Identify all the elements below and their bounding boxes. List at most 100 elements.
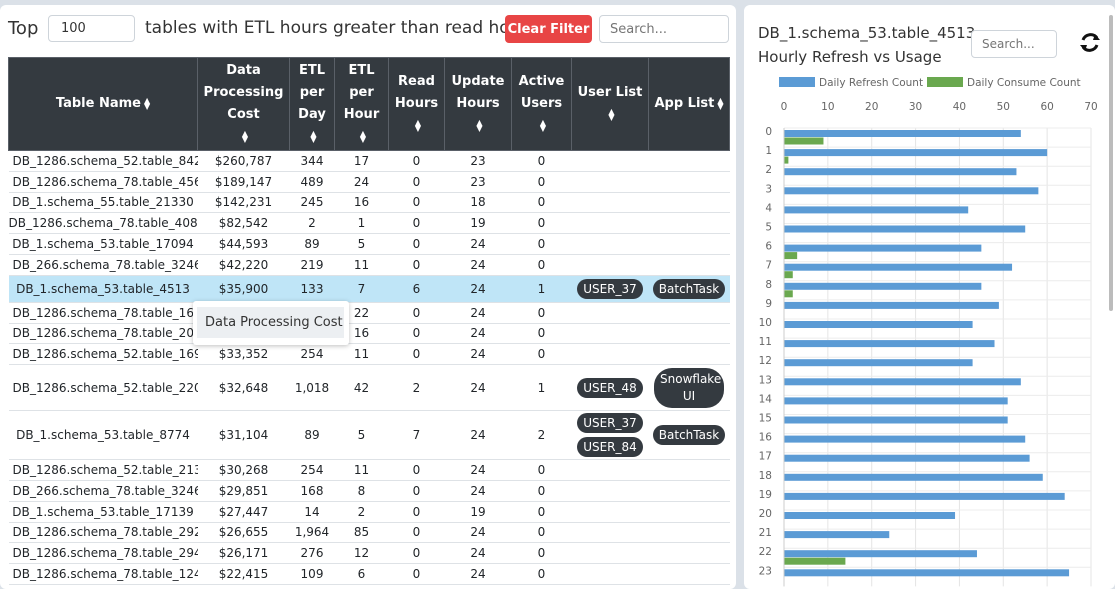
refresh-icon[interactable] (1077, 29, 1103, 57)
table-row[interactable]: DB_1286.schema_52.table_8427 $260,787 344 1… (8, 150, 730, 172)
clear-filter-button[interactable]: Clear Filter (505, 15, 592, 43)
bar (784, 252, 798, 260)
sort-icon[interactable]: ▲ ▼ (539, 117, 547, 133)
header-table-name[interactable]: Table Name ▲ ▼ (8, 57, 198, 151)
bar (784, 492, 1065, 500)
cell-cost: $42,220 (197, 254, 290, 276)
app-badge[interactable]: BatchTask (652, 425, 726, 446)
table-row[interactable]: DB_266.schema_78.table_32460 $29,851 168 8 0… (8, 480, 730, 502)
table-row[interactable]: DB_1286.schema_78.table_29419 $26,171 276 1… (8, 542, 730, 565)
cell-etl-day: 219 (289, 254, 335, 276)
cell-user-list (571, 522, 649, 544)
user-badge[interactable]: USER_84 (577, 437, 643, 458)
cell-update: 23 (444, 171, 512, 193)
cell-name: DB_1286.schema_78.table_16649 (8, 302, 198, 324)
cell-update: 24 (444, 410, 512, 461)
app-badge[interactable]: BatchTask (652, 278, 726, 299)
header-update-hours[interactable]: Update Hours ▲ ▼ (444, 57, 512, 151)
cell-users: 0 (511, 480, 572, 502)
header-etl-per-day[interactable]: ETL per Day ▲ ▼ (289, 57, 335, 151)
column-label: Update Hours (451, 74, 505, 111)
cell-users: 0 (511, 302, 572, 324)
sort-icon[interactable]: ▲ ▼ (476, 117, 483, 133)
y-tick-label: 3 (765, 183, 772, 195)
bar (784, 321, 973, 328)
scrollbar-thumb[interactable] (1109, 15, 1113, 311)
cell-app-list (648, 254, 730, 276)
user-badge[interactable]: USER_37 (577, 413, 643, 434)
table-row[interactable]: DB_1.schema_53.table_4513 $35,900 133 7 6 24 1… (8, 275, 730, 303)
table-row[interactable]: DB_1286.schema_78.table_408 $82,542 2 1 0 19 0 (8, 212, 730, 235)
cell-read: 0 (388, 459, 445, 481)
legend-label: Daily Consume Count (967, 77, 1081, 89)
sort-icon[interactable]: ▲ ▼ (608, 106, 615, 122)
table-row[interactable]: DB_1286.schema_78.table_16649 22 0 24 0 (8, 302, 730, 324)
table-search-input[interactable] (599, 15, 729, 43)
user-badge[interactable]: USER_37 (577, 278, 643, 299)
app-badge[interactable]: Snowflake UI (654, 367, 724, 408)
cell-etl-hour: 12 (334, 542, 389, 565)
table-row[interactable]: DB_1286.schema_78.table_20985 16 0 24 0 (8, 323, 730, 345)
sort-icon[interactable]: ▲ ▼ (717, 95, 724, 111)
cell-etl-hour: 16 (334, 192, 389, 214)
legend-swatch (927, 77, 963, 87)
top-label: Top (8, 18, 39, 39)
bar (784, 454, 1030, 462)
cell-read: 0 (388, 542, 445, 565)
cell-user-list: USER_37 USER_84 (571, 410, 649, 461)
chart-search-input[interactable] (971, 30, 1057, 58)
column-label: User List (577, 85, 643, 100)
sort-icon[interactable]: ▲ ▼ (359, 128, 367, 144)
cell-user-list: USER_48 (571, 364, 649, 412)
table-row[interactable]: DB_266.schema_78.table_32461 $42,220 219 11… (8, 254, 730, 276)
panel-scrollbar[interactable] (1108, 5, 1115, 589)
bar (784, 397, 1008, 405)
cell-update: 24 (444, 459, 512, 481)
x-tick-label: 60 (1040, 101, 1053, 113)
cell-user-list (571, 233, 649, 255)
table-row[interactable]: DB_1286.schema_78.table_29271 $26,655 1,96… (8, 522, 730, 544)
table-row[interactable]: DB_1.schema_55.table_21330 $142,231 245 16 0… (8, 192, 730, 214)
sort-icon[interactable]: ▲ ▼ (414, 117, 422, 133)
header-active-users[interactable]: Active Users ▲ ▼ (511, 57, 572, 151)
y-tick-label: 5 (765, 222, 772, 234)
cell-etl-hour: 24 (334, 171, 389, 193)
user-badge[interactable]: USER_48 (577, 377, 643, 398)
cell-app-list (648, 192, 730, 214)
header-read-hours[interactable]: Read Hours ▲ ▼ (388, 57, 445, 151)
selected-table-name: DB_1.schema_53.table_4513 (758, 24, 976, 42)
cell-etl-day: 168 (289, 480, 335, 502)
cell-etl-day: 1,964 (289, 522, 335, 544)
table-row[interactable]: DB_1.schema_53.table_8774 $31,104 89 5 7 24 2 U… (8, 410, 730, 461)
header-data-processing-cost[interactable]: Data Processing Cost ▲ ▼ (197, 57, 290, 151)
sort-icon[interactable]: ▲ ▼ (310, 128, 317, 144)
sort-icon[interactable]: ▲ ▼ (143, 95, 151, 111)
table-row[interactable]: DB_1286.schema_52.table_21361 $30,268 254 1… (8, 459, 730, 481)
table-row[interactable]: DB_1.schema_53.table_17139 $27,447 14 2 0 19 0 (8, 501, 730, 523)
cell-etl-hour: 5 (334, 233, 389, 255)
x-tick-label: 50 (997, 101, 1010, 113)
sort-icon[interactable]: ▲ ▼ (241, 128, 249, 144)
column-label: ETL per Day (298, 63, 326, 122)
cell-read: 0 (388, 302, 445, 324)
cell-etl-day: 254 (289, 343, 335, 366)
cell-user-list (571, 501, 649, 523)
cell-users: 0 (511, 343, 572, 366)
header-etl-per-hour[interactable]: ETL per Hour ▲ ▼ (334, 57, 389, 151)
table-row[interactable]: DB_1286.schema_52.table_22022 $32,648 1,01… (8, 364, 730, 412)
table-row[interactable]: DB_1286.schema_78.table_12460 $22,415 109 6… (8, 563, 730, 585)
column-label: Data Processing Cost (203, 63, 284, 122)
cell-update: 19 (444, 501, 512, 523)
table-row[interactable]: DB_1286.schema_78.table_4565 $189,147 489 2… (8, 171, 730, 193)
cell-update: 24 (444, 233, 512, 255)
cell-name: DB_1.schema_53.table_17094 (8, 233, 198, 255)
table-row[interactable]: DB_1.schema_53.table_17094 $44,593 89 5 0 24 0 (8, 233, 730, 255)
header-user-list[interactable]: User List ▲ ▼ (571, 57, 649, 151)
header-app-list[interactable]: App List ▲ ▼ (648, 57, 730, 151)
table-row[interactable]: DB_1286.schema_52.table_16934 $33,352 254 1… (8, 343, 730, 366)
limit-input[interactable] (48, 15, 135, 42)
x-tick-label: 70 (1084, 101, 1097, 113)
cell-name: DB_1286.schema_78.table_408 (8, 212, 198, 235)
cell-app-list (648, 542, 730, 565)
cell-app-list: BatchTask (648, 410, 730, 461)
